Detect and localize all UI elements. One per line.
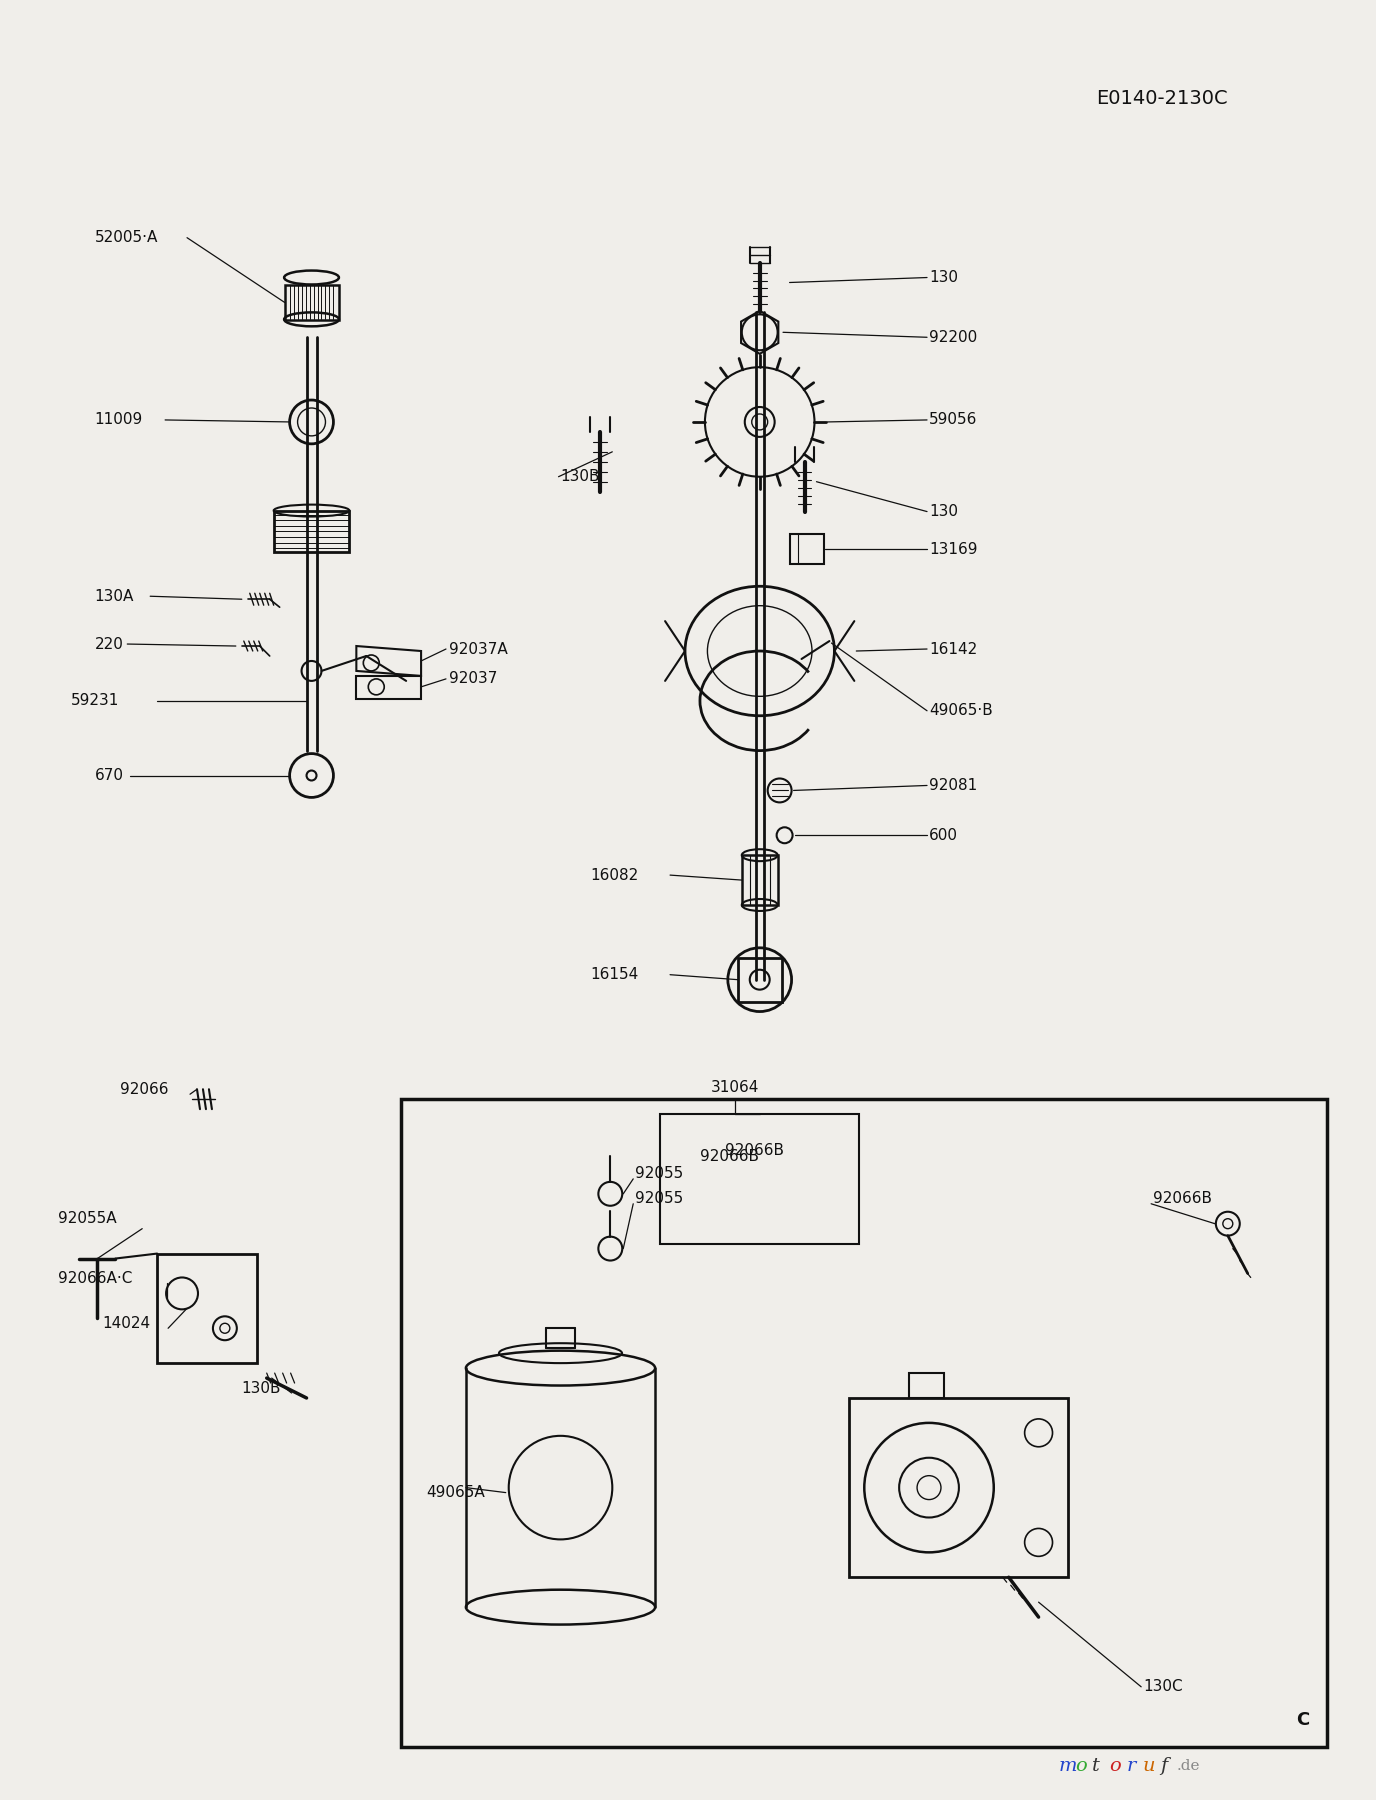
Text: 16082: 16082	[590, 868, 638, 882]
Text: 670: 670	[95, 769, 124, 783]
Text: 92200: 92200	[929, 329, 977, 346]
Text: 49065·B: 49065·B	[929, 704, 992, 718]
Text: 130B: 130B	[242, 1381, 281, 1395]
Bar	[742, 855, 777, 905]
Text: 92066A·C: 92066A·C	[58, 1271, 132, 1285]
Text: 14024: 14024	[102, 1316, 150, 1330]
Text: 59056: 59056	[929, 412, 977, 427]
Bar	[274, 511, 350, 553]
Text: 130: 130	[929, 270, 958, 284]
Text: 92055: 92055	[636, 1166, 684, 1181]
Bar	[157, 1253, 257, 1363]
Text: 92055A: 92055A	[58, 1211, 116, 1226]
Text: 13169: 13169	[929, 542, 977, 556]
Text: 92066B: 92066B	[700, 1150, 760, 1165]
Text: 130C: 130C	[1143, 1679, 1183, 1694]
Text: 16154: 16154	[590, 967, 638, 983]
Text: 59231: 59231	[70, 693, 118, 709]
Text: 92066: 92066	[120, 1082, 169, 1096]
Bar	[790, 535, 824, 565]
Text: 600: 600	[929, 828, 958, 842]
Text: 92066B: 92066B	[1153, 1192, 1212, 1206]
Bar	[910, 1373, 944, 1399]
Bar	[738, 958, 782, 1001]
Bar	[660, 1114, 859, 1244]
Bar	[402, 1100, 1328, 1746]
Text: 220: 220	[95, 637, 124, 652]
Text: 92037A: 92037A	[449, 641, 508, 657]
Text: E0140-2130C: E0140-2130C	[1097, 88, 1227, 108]
Text: 31064: 31064	[710, 1080, 760, 1094]
Text: 52005·A: 52005·A	[95, 230, 158, 245]
Text: .de: .de	[1176, 1759, 1200, 1773]
Text: u: u	[1143, 1757, 1156, 1775]
Text: 92037: 92037	[449, 671, 497, 686]
Text: 92055: 92055	[636, 1192, 684, 1206]
Text: o: o	[1076, 1757, 1087, 1775]
Bar	[849, 1399, 1068, 1577]
Text: 49065A: 49065A	[427, 1485, 484, 1499]
Text: t: t	[1093, 1757, 1101, 1775]
Text: 130: 130	[929, 504, 958, 518]
Bar	[285, 286, 340, 320]
Text: 16142: 16142	[929, 641, 977, 657]
Text: m: m	[1058, 1757, 1077, 1775]
Text: 130B: 130B	[560, 470, 600, 484]
Text: o: o	[1109, 1757, 1121, 1775]
Text: 11009: 11009	[95, 412, 143, 427]
Text: C: C	[1296, 1710, 1310, 1728]
Text: 130A: 130A	[95, 589, 133, 603]
Text: r: r	[1126, 1757, 1135, 1775]
Text: 92066B: 92066B	[725, 1143, 784, 1159]
Text: 92081: 92081	[929, 778, 977, 794]
Text: f: f	[1160, 1757, 1167, 1775]
